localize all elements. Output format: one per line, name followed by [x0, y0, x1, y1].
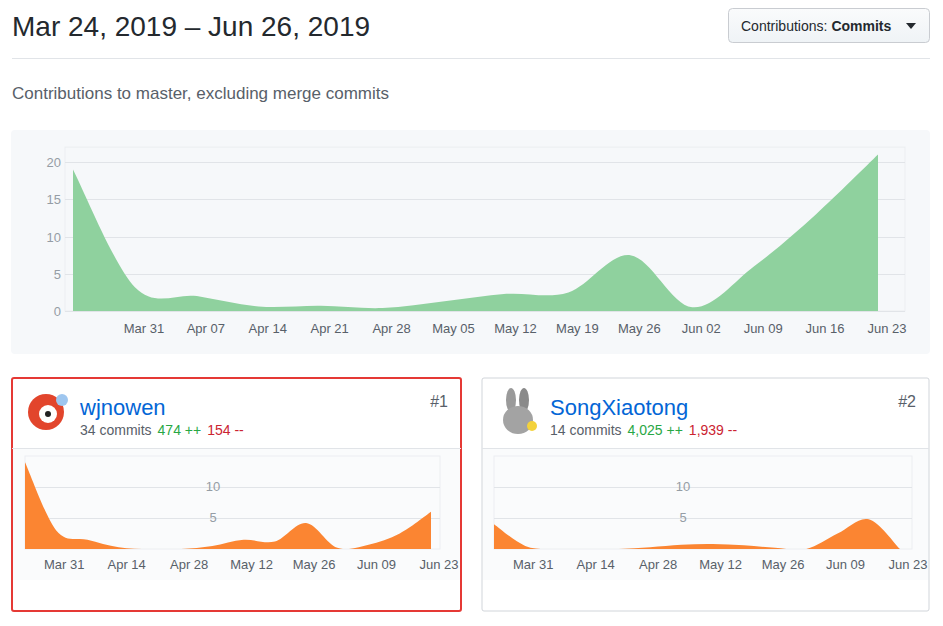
filter-label: Contributions:: [741, 18, 827, 34]
commit-count: 14 commits: [550, 422, 622, 438]
card-chart-bg: [13, 449, 461, 580]
grid-line: [25, 487, 440, 488]
x-tick-label: Jun 23: [888, 557, 927, 572]
deletions: 1,939 --: [689, 422, 738, 438]
x-tick-label: May 12: [494, 321, 537, 336]
x-tick-label: Jun 23: [867, 321, 906, 336]
plot-area: [73, 155, 878, 311]
plot-area: [25, 462, 431, 549]
grid-line: [65, 311, 905, 312]
y-tick-label: 10: [206, 479, 220, 494]
y-tick-label: 20: [47, 155, 61, 170]
plot-frame: [494, 456, 912, 549]
y-tick-label: 5: [679, 510, 686, 525]
filter-button[interactable]: [729, 9, 930, 43]
x-tick-label: Jun 02: [682, 321, 721, 336]
x-tick-label: Jun 09: [826, 557, 865, 572]
contributor-name[interactable]: SongXiaotong: [550, 395, 688, 420]
main-panel: [11, 130, 930, 354]
x-tick-label: May 12: [230, 557, 273, 572]
x-tick-label: Apr 14: [249, 321, 287, 336]
page-title: Mar 24, 2019 – Jun 26, 2019: [12, 11, 370, 42]
y-tick-label: 10: [676, 479, 690, 494]
divider: [12, 58, 930, 59]
grid-line: [25, 518, 440, 519]
x-tick-label: Apr 14: [108, 557, 146, 572]
grid-line: [65, 237, 905, 238]
page: Mar 24, 2019 – Jun 26, 2019 Contributions…: [0, 0, 943, 626]
deletions: 154 --: [207, 422, 244, 438]
x-tick-label: Mar 31: [513, 557, 553, 572]
x-tick-label: May 19: [556, 321, 599, 336]
grid-line: [494, 487, 912, 488]
x-tick-label: May 26: [293, 557, 336, 572]
area: [73, 155, 878, 311]
contributor-card: [482, 378, 929, 611]
card-chart-bg: [483, 449, 929, 580]
area: [494, 519, 900, 549]
x-tick-label: Apr 07: [187, 321, 225, 336]
filter-button-text: Contributions:Commits: [741, 18, 892, 34]
x-tick-label: Apr 21: [311, 321, 349, 336]
avatar-shape: [39, 405, 57, 423]
avatar-shape: [527, 421, 537, 431]
x-tick-label: Mar 31: [124, 321, 164, 336]
x-tick-label: Jun 16: [806, 321, 845, 336]
y-tick-label: 5: [54, 267, 61, 282]
filter-value: Commits: [831, 18, 891, 34]
chart: 5 10 Mar 31 Apr 14 Apr 28 May 12 May 26 Jun 09 J…: [494, 456, 928, 572]
plot-area: [494, 519, 900, 549]
y-tick-label: 15: [47, 192, 61, 207]
avatar: [503, 388, 537, 434]
contributor-name[interactable]: wjnowen: [79, 395, 166, 420]
chart: 5 10 Mar 31 Apr 14 Apr 28 May 12 May 26 Jun 09 J…: [25, 456, 459, 572]
grid-line: [65, 199, 905, 200]
card-divider: [482, 448, 929, 449]
additions: 4,025 ++: [628, 422, 683, 438]
x-tick-label: Apr 28: [372, 321, 410, 336]
grid-line: [65, 162, 905, 163]
x-tick-label: Apr 28: [170, 557, 208, 572]
avatar-shape: [56, 394, 68, 406]
y-tick-label: 5: [209, 510, 216, 525]
contributor-rank: #1: [430, 393, 448, 410]
x-tick-label: Apr 28: [639, 557, 677, 572]
contributor-stats: 14 commits 4,025 ++ 1,939 --: [550, 422, 737, 438]
grid-line: [494, 518, 912, 519]
commit-count: 34 commits: [80, 422, 152, 438]
plot-frame: [65, 147, 905, 311]
additions: 474 ++: [158, 422, 202, 438]
x-tick-label: Jun 09: [744, 321, 783, 336]
y-tick-label: 10: [47, 230, 61, 245]
x-tick-label: May 12: [699, 557, 742, 572]
card-divider: [12, 448, 461, 449]
contributor-card: [12, 378, 461, 611]
x-tick-label: Apr 14: [577, 557, 615, 572]
contributor-stats: 34 commits 474 ++ 154 --: [80, 422, 244, 438]
subtitle: Contributions to master, excluding merge…: [12, 84, 389, 103]
x-tick-label: May 26: [618, 321, 661, 336]
x-tick-label: Jun 23: [419, 557, 458, 572]
avatar-shape: [45, 411, 51, 417]
y-tick-label: 0: [54, 304, 61, 319]
x-tick-label: May 26: [762, 557, 805, 572]
x-tick-label: Jun 09: [357, 557, 396, 572]
avatar: [28, 394, 68, 430]
area: [25, 462, 431, 549]
plot-frame: [25, 456, 440, 549]
contributor-rank: #2: [898, 393, 916, 410]
dropdown-caret: [906, 23, 916, 29]
x-tick-label: May 05: [432, 321, 475, 336]
avatar-shape: [503, 406, 533, 434]
x-tick-label: Mar 31: [44, 557, 84, 572]
chart: 0 5 10 15 20 Mar 31 Apr 07 Apr 14 Apr 21 Apr 28 Ma…: [47, 147, 907, 336]
